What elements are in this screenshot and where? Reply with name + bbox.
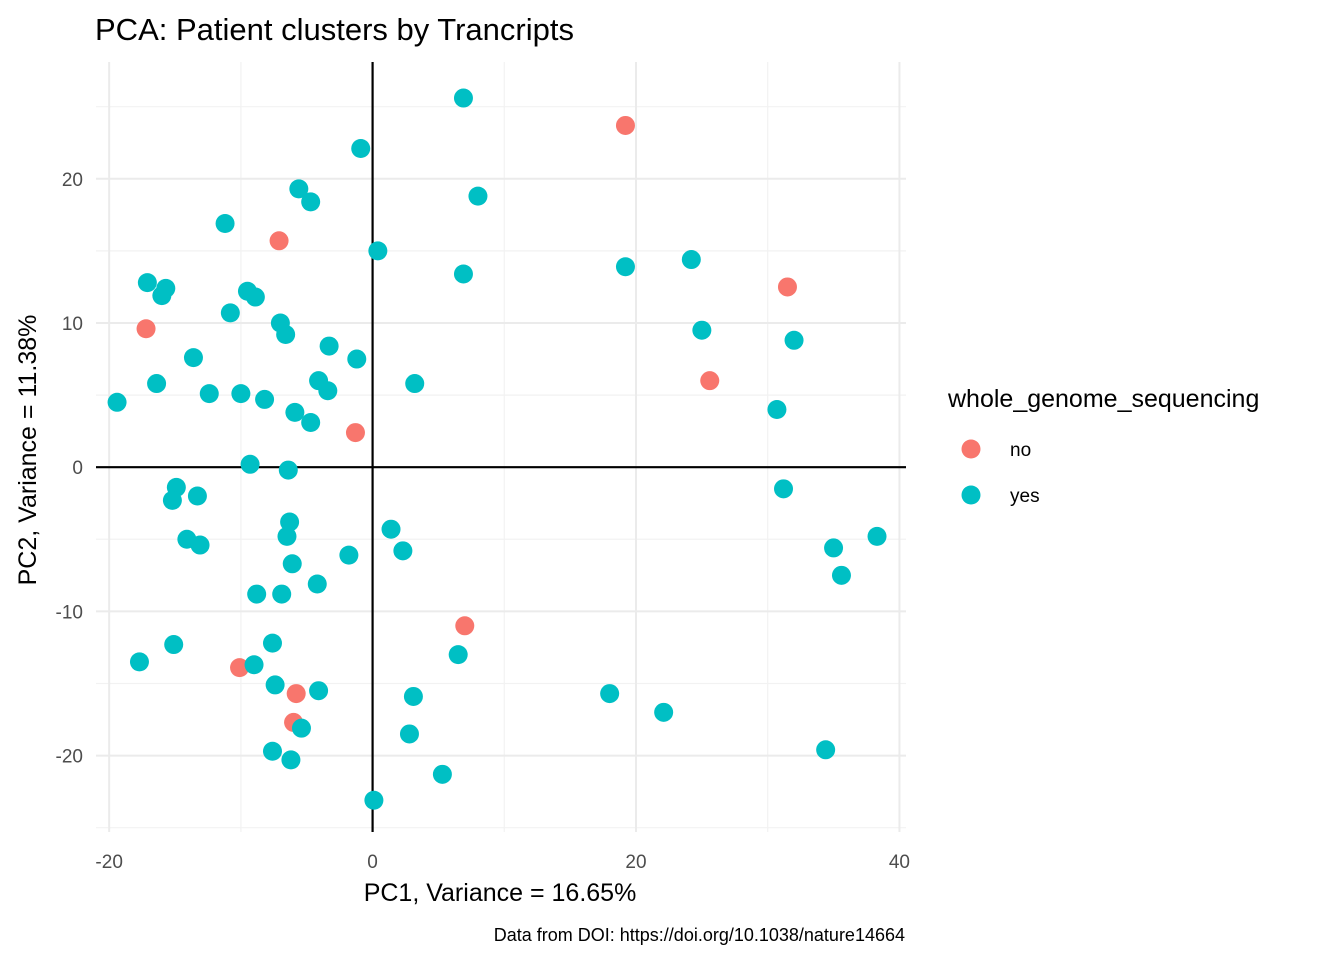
point-yes	[255, 389, 275, 409]
point-yes	[301, 192, 321, 212]
legend-key-no	[961, 439, 981, 459]
y-tick-label: -10	[56, 602, 83, 623]
point-yes	[381, 519, 401, 539]
point-yes	[368, 241, 388, 261]
legend-key-yes	[961, 485, 981, 505]
point-yes	[245, 287, 265, 307]
x-tick-label: 20	[625, 852, 646, 873]
point-yes	[784, 330, 804, 350]
point-yes	[162, 490, 182, 510]
point-yes	[285, 402, 305, 422]
y-tick-label: 0	[72, 458, 83, 479]
point-yes	[453, 264, 473, 284]
legend-label-no: no	[1010, 440, 1031, 461]
point-yes	[867, 526, 887, 546]
point-yes	[244, 655, 264, 675]
point-yes	[301, 412, 321, 432]
point-yes	[816, 740, 836, 760]
zero-lines	[96, 62, 906, 832]
point-yes	[107, 392, 127, 412]
point-yes	[307, 574, 327, 594]
x-tick-label: 0	[367, 852, 378, 873]
point-yes	[289, 179, 309, 199]
point-yes	[405, 374, 425, 394]
point-yes	[291, 718, 311, 738]
point-yes	[278, 460, 298, 480]
point-yes	[364, 790, 384, 810]
point-yes	[282, 554, 302, 574]
point-yes	[147, 374, 167, 394]
point-yes	[281, 750, 301, 770]
point-yes	[164, 635, 184, 655]
y-tick-label: 10	[62, 314, 83, 335]
point-no	[269, 231, 289, 251]
point-yes	[277, 526, 297, 546]
point-yes	[393, 541, 413, 561]
point-yes	[681, 250, 701, 270]
y-axis-title: PC2, Variance = 11.38%	[14, 315, 42, 586]
point-yes	[183, 348, 203, 368]
point-yes	[262, 741, 282, 761]
legend: no yes	[961, 439, 1040, 507]
point-yes	[280, 512, 300, 532]
point-no	[230, 658, 250, 678]
point-yes	[692, 320, 712, 340]
point-yes	[448, 645, 468, 665]
point-yes	[215, 213, 235, 233]
point-yes	[339, 545, 359, 565]
legend-title: whole_genome_sequencing	[947, 385, 1259, 413]
point-no	[700, 371, 720, 391]
y-tick-labels: -20 -10 0 10 20	[56, 170, 83, 768]
point-yes	[137, 273, 157, 293]
point-yes	[262, 633, 282, 653]
point-yes	[265, 675, 285, 695]
point-yes	[453, 88, 473, 108]
point-yes	[247, 584, 267, 604]
x-tick-labels: -20 0 20 40	[95, 852, 910, 873]
point-yes	[351, 139, 371, 159]
point-yes	[403, 686, 423, 706]
point-yes	[309, 681, 329, 701]
point-yes	[468, 186, 488, 206]
legend-label-yes: yes	[1010, 486, 1040, 507]
point-yes	[231, 384, 251, 404]
point-yes	[220, 303, 240, 323]
point-yes	[276, 325, 296, 345]
point-no	[345, 423, 365, 443]
point-yes	[399, 724, 419, 744]
point-yes	[129, 652, 149, 672]
point-no	[615, 115, 635, 135]
point-yes	[187, 486, 207, 506]
point-yes	[600, 684, 620, 704]
point-no	[455, 616, 475, 636]
chart-caption: Data from DOI: https://doi.org/10.1038/n…	[494, 925, 905, 945]
point-yes	[272, 584, 292, 604]
point-yes	[615, 257, 635, 277]
point-yes	[152, 286, 172, 306]
point-yes	[318, 381, 338, 401]
point-yes	[347, 349, 367, 369]
point-no	[136, 319, 156, 339]
point-yes	[831, 565, 851, 585]
chart-title: PCA: Patient clusters by Trancripts	[95, 12, 574, 47]
y-tick-label: 20	[62, 170, 83, 191]
point-no	[286, 684, 306, 704]
point-yes	[774, 479, 794, 499]
grid-layer	[96, 62, 906, 832]
point-no	[777, 277, 797, 297]
point-yes	[432, 764, 452, 784]
point-yes	[240, 454, 260, 474]
point-yes	[824, 538, 844, 558]
point-yes	[190, 535, 210, 555]
y-tick-label: -20	[56, 747, 83, 768]
data-points	[107, 88, 887, 810]
point-yes	[199, 384, 219, 404]
point-yes	[319, 336, 339, 356]
x-tick-label: -20	[95, 852, 122, 873]
x-axis-title: PC1, Variance = 16.65%	[364, 879, 637, 907]
point-yes	[767, 400, 787, 420]
x-tick-label: 40	[889, 852, 910, 873]
point-yes	[654, 702, 674, 722]
